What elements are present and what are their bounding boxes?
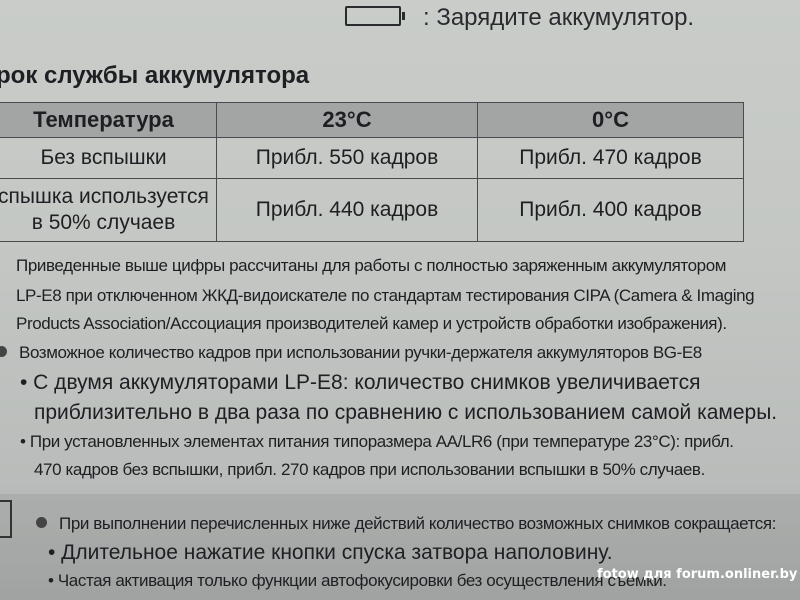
battery-empty-icon [345, 6, 405, 26]
note-line: Приведенные выше цифры рассчитаны для ра… [16, 256, 727, 275]
table-row: Без вспышки Прибл. 550 кадров Прибл. 470… [0, 137, 744, 179]
charge-text: : Зарядите аккумулятор. [423, 4, 695, 31]
battery-life-table: Температура 23°C 0°C Без вспышки Прибл. … [0, 102, 744, 242]
table-header-row: Температура 23°C 0°C [0, 102, 744, 138]
charge-battery-line: : Зарядите аккумулятор. [345, 4, 694, 32]
cell-23c: Прибл. 440 кадров [216, 178, 478, 242]
note-line: • С двумя аккумуляторами LP-E8: количест… [20, 371, 701, 394]
note-line: • При установленных элементах питания ти… [20, 432, 734, 451]
bullet-icon [36, 517, 47, 528]
cell-0c: Прибл. 400 кадров [477, 178, 744, 242]
note-line: LP-E8 при отключенном ЖКД-видоискателе п… [16, 286, 755, 305]
memo-item: • Длительное нажатие кнопки спуска затво… [48, 541, 613, 564]
cell-0c: Прибл. 470 кадров [477, 137, 744, 179]
section-title: рок службы аккумулятора [0, 62, 310, 89]
note-bullet-line: Возможное количество кадров при использо… [0, 343, 702, 363]
note-line: приблизительно в два раза по сравнению с… [34, 401, 778, 424]
header-temperature: Температура [0, 102, 217, 138]
cell-23c: Прибл. 550 кадров [216, 137, 478, 179]
memo-background [0, 494, 800, 600]
header-23c: 23°C [216, 102, 478, 138]
table-row: спышка используется в 50% случаев Прибл. … [0, 178, 744, 242]
row-label: Без вспышки [0, 137, 217, 179]
memo-lead: При выполнении перечисленных ниже действ… [36, 514, 776, 534]
note-line: 470 кадров без вспышки, прибл. 270 кадро… [34, 460, 705, 479]
bullet-icon [0, 346, 7, 357]
header-0c: 0°C [477, 102, 744, 138]
note-line: Products Association/Ассоциация производ… [16, 314, 727, 333]
memo-pencil-icon [0, 500, 12, 538]
row-label: спышка используется в 50% случаев [0, 178, 217, 242]
watermark: fotow для forum.onliner.by [597, 567, 798, 582]
memo-item: • Частая активация только функции автофо… [48, 571, 667, 590]
